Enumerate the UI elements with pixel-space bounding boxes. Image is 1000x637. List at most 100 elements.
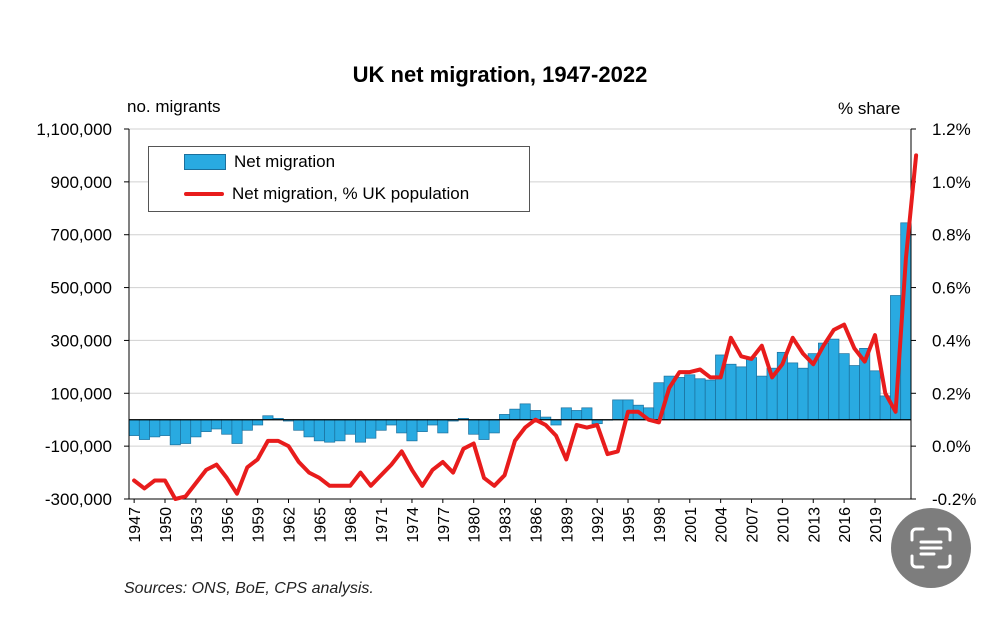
legend-line-swatch [184, 192, 224, 196]
bar-1964 [303, 419, 315, 438]
y-tick-label-right: 0.8% [932, 226, 971, 245]
bar-1954 [200, 419, 212, 432]
bar-1990 [571, 410, 583, 421]
bar-1949 [149, 419, 161, 438]
chart-title: UK net migration, 1947-2022 [352, 62, 648, 87]
y-tick-label-left: 900,000 [51, 173, 112, 192]
bar-1974 [406, 419, 418, 442]
legend-item-bars: Net migration [184, 150, 335, 174]
y-tick-label-left: 1,100,000 [36, 120, 112, 139]
x-tick-label-2010: 2010 [775, 507, 792, 543]
bar-1989 [560, 407, 572, 421]
x-tick-label-2007: 2007 [745, 507, 762, 543]
x-tick-label-1950: 1950 [158, 507, 175, 543]
y-tick-label-right: 1.2% [932, 120, 971, 139]
y-tick-label-right: 0.0% [932, 437, 971, 456]
y-tick-label-right: 0.2% [932, 384, 971, 403]
bar-1976 [427, 419, 439, 426]
x-tick-label-1965: 1965 [312, 507, 329, 543]
x-tick-label-1974: 1974 [405, 507, 422, 543]
bar-1947 [128, 419, 140, 436]
source-note: Sources: ONS, BoE, CPS analysis. [124, 580, 374, 597]
y-tick-label-left: -100,000 [45, 437, 112, 456]
bar-2016 [838, 353, 850, 421]
text-scan-button[interactable] [891, 508, 971, 588]
bar-1981 [478, 419, 490, 440]
bar-1959 [252, 419, 264, 426]
bar-2003 [704, 379, 716, 421]
bar-2017 [848, 365, 860, 421]
bar-1977 [437, 419, 449, 434]
x-tick-label-1956: 1956 [220, 507, 237, 543]
bar-1970 [365, 419, 377, 439]
x-tick-label-1989: 1989 [559, 507, 576, 543]
bar-1951 [169, 419, 181, 446]
x-tick-label-1995: 1995 [621, 507, 638, 543]
y-tick-label-right: -0.2% [932, 490, 976, 509]
bar-1994 [612, 399, 624, 421]
bar-2005 [725, 363, 737, 421]
bar-1957 [231, 419, 243, 444]
bar-2012 [797, 367, 809, 421]
bar-1965 [313, 419, 325, 442]
bar-1963 [293, 419, 305, 431]
y-tick-label-left: 700,000 [51, 226, 112, 245]
bar-1967 [334, 419, 346, 442]
y-tick-label-left: -300,000 [45, 490, 112, 509]
bar-2008 [756, 375, 768, 421]
x-tick-label-1980: 1980 [467, 507, 484, 543]
y-tick-label-left: 300,000 [51, 331, 112, 350]
x-tick-label-1968: 1968 [343, 507, 360, 543]
bar-1948 [138, 419, 150, 440]
bar-1975 [416, 419, 428, 432]
bar-1991 [581, 407, 593, 421]
bar-2002 [694, 378, 706, 421]
right-axis-unit-label: % share [838, 99, 901, 118]
bar-2007 [746, 357, 758, 421]
bar-1953 [190, 419, 202, 438]
x-tick-label-1986: 1986 [528, 507, 545, 543]
x-tick-label-1992: 1992 [590, 507, 607, 543]
legend-bar-swatch [184, 154, 226, 170]
bar-1988 [550, 419, 562, 426]
legend-label-bars: Net migration [234, 152, 336, 171]
bar-1985 [519, 403, 531, 421]
x-tick-label-1998: 1998 [652, 507, 669, 543]
bar-1952 [180, 419, 192, 444]
x-tick-label-1971: 1971 [374, 507, 391, 543]
bar-1973 [396, 419, 408, 434]
x-tick-label-1947: 1947 [127, 507, 144, 543]
y-tick-label-right: 0.4% [932, 331, 971, 350]
x-tick-label-1977: 1977 [436, 507, 453, 543]
left-axis-unit-label: no. migrants [127, 97, 221, 116]
bar-1969 [355, 419, 367, 443]
bar-1956 [221, 419, 233, 435]
x-tick-label-1983: 1983 [498, 507, 515, 543]
x-tick-label-2001: 2001 [683, 507, 700, 543]
bar-1968 [344, 419, 356, 435]
bar-1971 [375, 419, 387, 431]
y-tick-label-right: 0.6% [932, 279, 971, 298]
chart-legend: Net migration Net migration, % UK popula… [148, 146, 530, 212]
bar-1972 [385, 419, 397, 426]
bar-1950 [159, 419, 171, 436]
x-tick-label-1962: 1962 [282, 507, 299, 543]
bar-2000 [673, 377, 685, 421]
y-tick-label-right: 1.0% [932, 173, 971, 192]
bar-2019 [869, 370, 881, 421]
bar-2015 [828, 338, 840, 421]
x-tick-label-2016: 2016 [837, 507, 854, 543]
x-tick-label-1953: 1953 [189, 507, 206, 543]
bar-1980 [468, 419, 480, 435]
x-tick-label-2004: 2004 [714, 507, 731, 543]
series-line-pct-population [132, 153, 919, 501]
legend-item-line: Net migration, % UK population [184, 182, 469, 206]
bar-1983 [499, 414, 511, 421]
x-tick-label-2019: 2019 [868, 507, 885, 543]
y-tick-label-left: 100,000 [51, 384, 112, 403]
text-scan-icon [910, 527, 952, 569]
legend-label-line: Net migration, % UK population [232, 184, 470, 203]
bar-1982 [488, 419, 500, 434]
bar-1958 [241, 419, 253, 431]
